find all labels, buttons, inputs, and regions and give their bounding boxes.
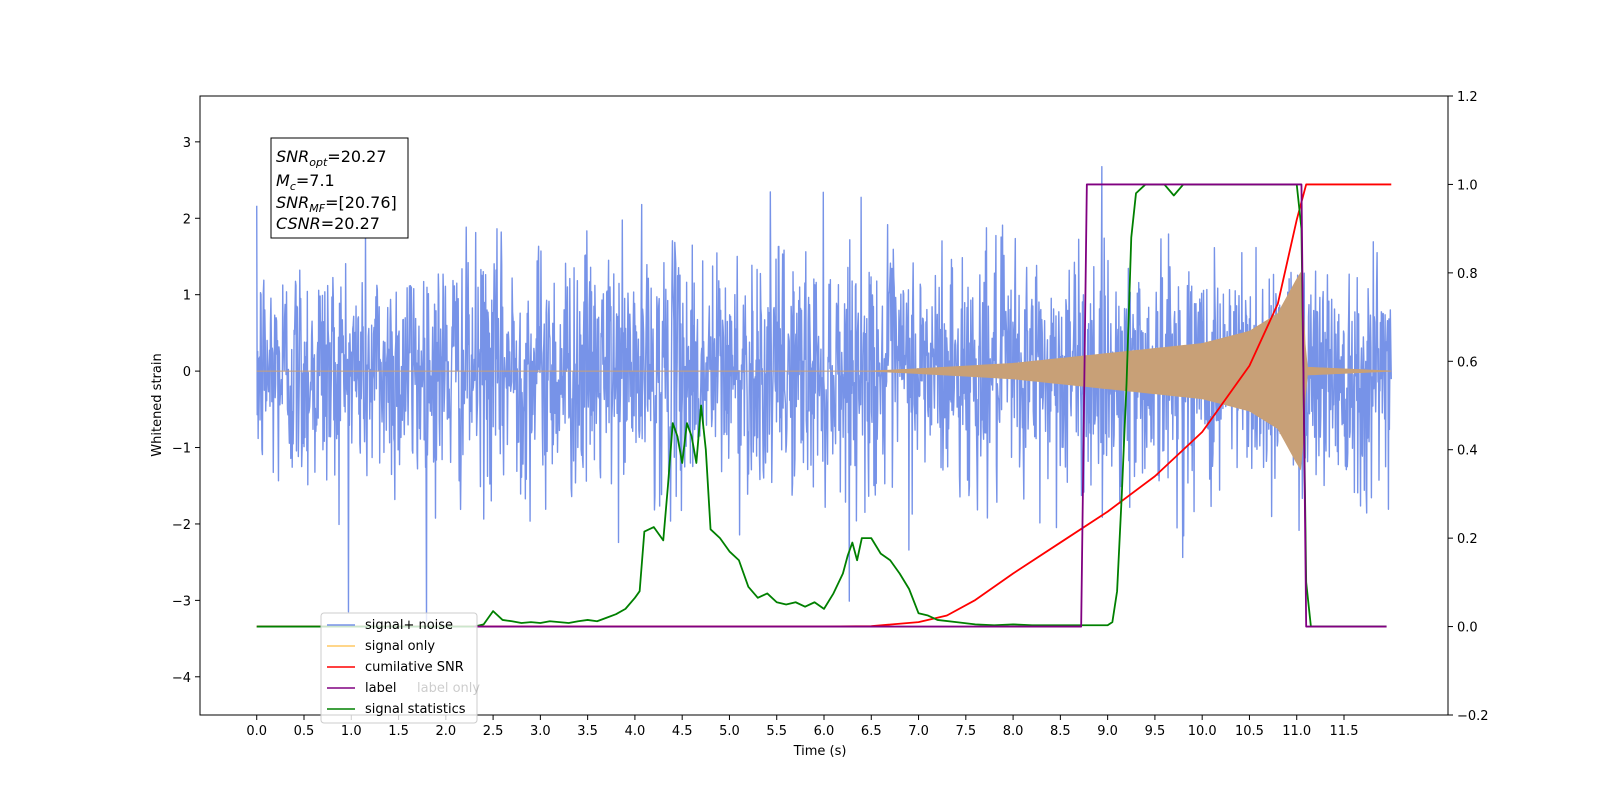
y-axis-label: Whitened strain <box>150 353 165 456</box>
y2-axis-ticks: −0.2 0.0 0.2 0.4 0.6 0.8 1.0 1.2 <box>1448 90 1489 724</box>
legend: signal+ noise signal only cumilative SNR… <box>320 612 480 724</box>
x-tick-label: 4.5 <box>672 724 693 739</box>
y2-tick-label: 0.8 <box>1457 267 1478 282</box>
signal-noise-series <box>256 165 1392 622</box>
x-tick-label: 1.5 <box>388 724 409 739</box>
x-tick-label: 4.0 <box>625 724 646 739</box>
info-box: SNRopt=20.27 Mc=7.1 SNRMF=[20.76] CSNR=2… <box>270 137 409 239</box>
plot-area <box>256 165 1392 628</box>
y-tick-label: −4 <box>172 671 191 686</box>
y2-tick-label: 0.4 <box>1457 444 1478 459</box>
x-tick-label: 9.0 <box>1097 724 1118 739</box>
signal-statistics-line <box>256 183 1387 628</box>
y-tick-label: −2 <box>172 518 191 533</box>
x-tick-label: 6.0 <box>814 724 835 739</box>
y-axis-ticks: −4 −3 −2 −1 0 1 2 3 <box>172 136 200 686</box>
x-tick-label: 3.0 <box>530 724 551 739</box>
x-tick-label: 0.5 <box>294 724 315 739</box>
info-snr-opt: SNRopt=20.27 <box>276 147 387 169</box>
label-line <box>474 183 1387 628</box>
y-tick-label: 1 <box>183 289 191 304</box>
info-snr-mf: SNRMF=[20.76] <box>276 193 397 215</box>
x-tick-label: 7.5 <box>955 724 976 739</box>
x-tick-label: 2.5 <box>483 724 504 739</box>
legend-label-cumulative-snr: cumilative SNR <box>365 660 464 675</box>
x-tick-label: 1.0 <box>341 724 362 739</box>
x-tick-label: 10.0 <box>1188 724 1217 739</box>
x-tick-label: 11.0 <box>1282 724 1311 739</box>
legend-item-label: label label only <box>327 681 480 696</box>
y2-tick-label: 0.6 <box>1457 355 1478 370</box>
x-tick-label: 5.5 <box>766 724 787 739</box>
x-tick-label: 3.5 <box>577 724 598 739</box>
legend-item-signal-only: signal only <box>327 639 435 654</box>
legend-label-signal-statistics: signal statistics <box>365 702 466 717</box>
y2-tick-label: −0.2 <box>1457 709 1489 724</box>
x-tick-label: 6.5 <box>861 724 882 739</box>
x-tick-label: 11.5 <box>1330 724 1359 739</box>
legend-label-label-only: label only <box>417 681 480 696</box>
signal-noise-line <box>256 165 1392 622</box>
x-tick-label: 2.0 <box>435 724 456 739</box>
x-axis-ticks: 0.0 0.5 1.0 1.5 2.0 2.5 3.0 3.5 4.0 4.5 5.0 5.5 6.0 6… <box>246 715 1358 739</box>
info-chirp-mass: Mc=7.1 <box>276 171 335 193</box>
y2-tick-label: 1.2 <box>1457 90 1478 105</box>
signal-only-fill <box>256 271 1392 471</box>
x-tick-label: 10.5 <box>1235 724 1264 739</box>
legend-item-signal-statistics: signal statistics <box>327 702 466 717</box>
signal-only-series <box>256 271 1392 471</box>
info-box-frame <box>270 137 409 239</box>
y-tick-label: −3 <box>172 594 191 609</box>
legend-label-signal-noise: signal+ noise <box>365 618 453 633</box>
legend-label-signal-only: signal only <box>365 639 435 654</box>
legend-item-signal-noise: signal+ noise <box>327 618 453 633</box>
y-tick-label: 0 <box>183 365 191 380</box>
x-tick-label: 8.5 <box>1050 724 1071 739</box>
y-tick-label: 3 <box>183 136 191 151</box>
x-tick-label: 8.0 <box>1003 724 1024 739</box>
y2-tick-label: 0.2 <box>1457 532 1478 547</box>
x-axis-label: Time (s) <box>793 744 847 759</box>
x-tick-label: 5.0 <box>719 724 740 739</box>
legend-label-label: label <box>365 681 396 696</box>
legend-frame <box>320 612 478 724</box>
legend-item-cumulative-snr: cumilative SNR <box>327 660 464 675</box>
y-tick-label: 2 <box>183 212 191 227</box>
y2-tick-label: 1.0 <box>1457 178 1478 193</box>
x-tick-label: 9.5 <box>1145 724 1166 739</box>
info-csnr: CSNR=20.27 <box>276 214 380 233</box>
x-tick-label: 0.0 <box>246 724 267 739</box>
x-tick-label: 7.0 <box>908 724 929 739</box>
cumulative-snr-line <box>256 183 1392 628</box>
right-axis-series <box>256 183 1392 628</box>
y2-tick-label: 0.0 <box>1457 621 1478 636</box>
y-tick-label: −1 <box>172 442 191 457</box>
